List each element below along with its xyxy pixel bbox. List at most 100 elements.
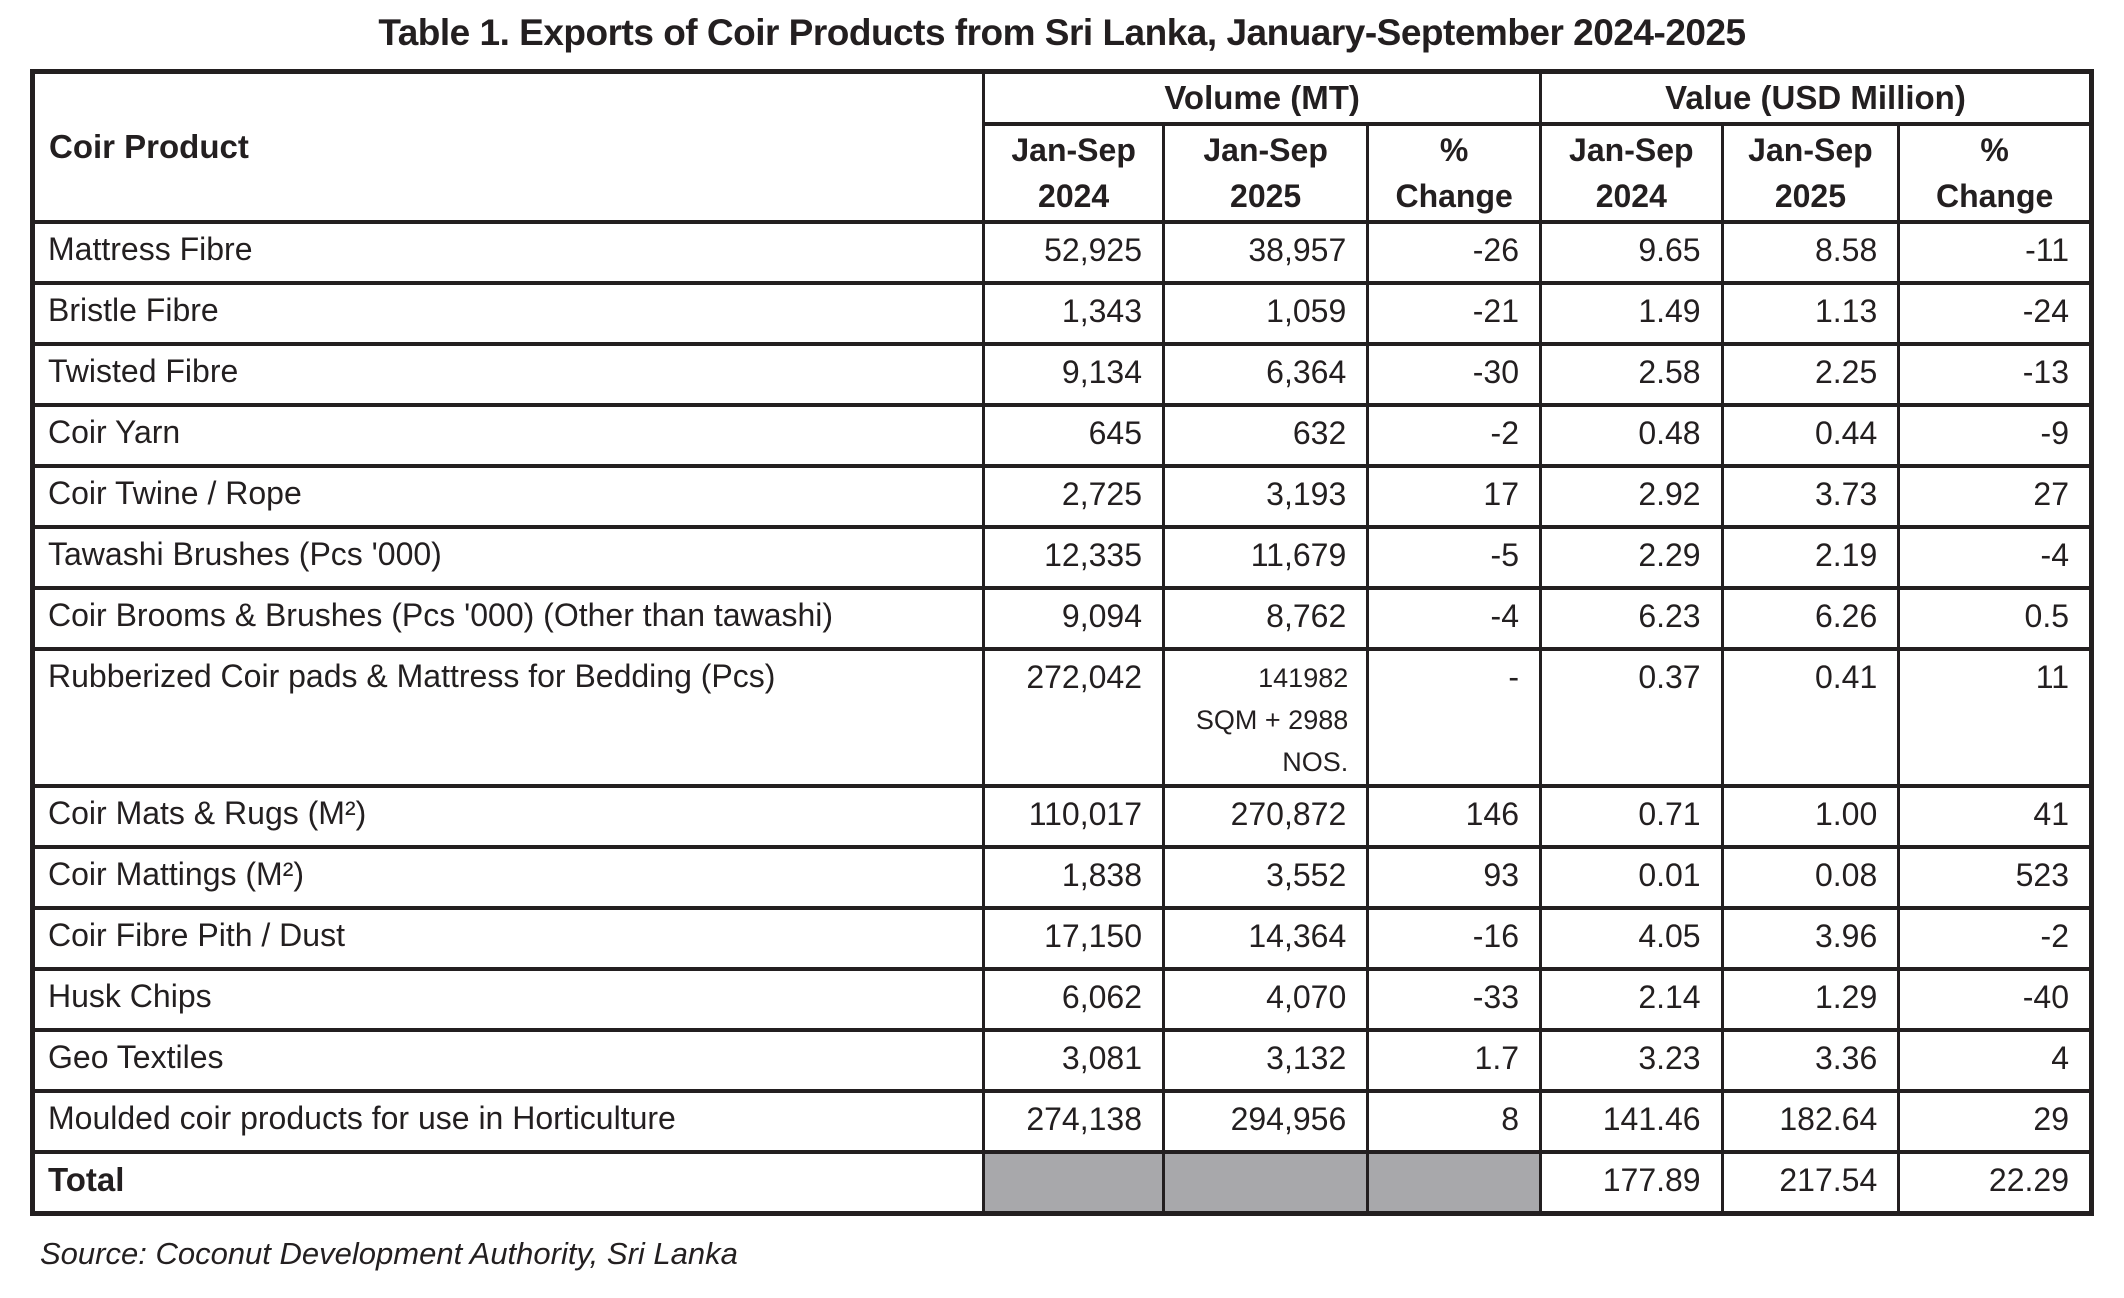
- val-2025-cell: 8.58: [1720, 220, 1901, 286]
- vol-change-cell: 93: [1366, 844, 1542, 910]
- vol-2025-cell: 1,059: [1161, 281, 1370, 347]
- value-jan-sep-2025-header: Jan-Sep 2025: [1720, 121, 1901, 225]
- table-row: Bristle Fibre 1,343 1,059 -21 1.49 1.13 -24: [30, 281, 2093, 347]
- val-2024-cell: 0.37: [1539, 647, 1724, 788]
- table-row: Coir Mattings (M²) 1,838 3,552 93 0.01 0.08 52…: [30, 844, 2093, 910]
- vol-2024-cell: 272,042: [982, 647, 1165, 788]
- val-2024-cell: 2.58: [1539, 342, 1724, 408]
- val-2025-cell: 182.64: [1720, 1088, 1901, 1154]
- val-2024-cell: 9.65: [1539, 220, 1724, 286]
- val-2024-cell: 141.46: [1539, 1088, 1724, 1154]
- val-change-cell: -4: [1897, 525, 2093, 591]
- product-cell: Coir Fibre Pith / Dust: [30, 905, 986, 971]
- value-jan-sep-2024-header: Jan-Sep 2024: [1539, 121, 1724, 225]
- table-row: Moulded coir products for use in Horticu…: [30, 1088, 2093, 1154]
- volume-percent-change-header: % Change: [1366, 121, 1542, 225]
- val-2025-cell: 1.29: [1720, 966, 1901, 1032]
- val-2025-cell: 0.41: [1720, 647, 1901, 788]
- table-row: Twisted Fibre 9,134 6,364 -30 2.58 2.25 -13: [30, 342, 2093, 408]
- vol-2025-cell: 6,364: [1161, 342, 1370, 408]
- table-row: Coir Fibre Pith / Dust 17,150 14,364 -16 4.0…: [30, 905, 2093, 971]
- val-2024-cell: 4.05: [1539, 905, 1724, 971]
- product-cell: Twisted Fibre: [30, 342, 986, 408]
- val-2025-cell: 1.13: [1720, 281, 1901, 347]
- val-2025-cell: 0.08: [1720, 844, 1901, 910]
- val-2025-cell: 1.00: [1720, 783, 1901, 849]
- val-2025-cell: 0.44: [1720, 403, 1901, 469]
- val-2024-cell: 3.23: [1539, 1027, 1724, 1093]
- val-2025-cell: 6.26: [1720, 586, 1901, 652]
- value-percent-change-header: % Change: [1897, 121, 2093, 225]
- vol-2025-cell: 3,552: [1161, 844, 1370, 910]
- coir-product-column-header: Coir Product: [30, 69, 986, 225]
- val-2024-cell: 2.29: [1539, 525, 1724, 591]
- vol-change-cell: 8: [1366, 1088, 1542, 1154]
- coir-exports-table: Coir Product Volume (MT) Value (USD Mill…: [30, 69, 2094, 1217]
- product-cell: Coir Yarn: [30, 403, 986, 469]
- val-2024-cell: 0.01: [1539, 844, 1724, 910]
- val-2025-cell: 3.36: [1720, 1027, 1901, 1093]
- val-2024-cell: 1.49: [1539, 281, 1724, 347]
- vol-2024-cell: 12,335: [982, 525, 1165, 591]
- vol-2025-cell: 3,132: [1161, 1027, 1370, 1093]
- vol-2024-cell: 274,138: [982, 1088, 1165, 1154]
- vol-2024-cell: 17,150: [982, 905, 1165, 971]
- val-change-cell: -9: [1897, 403, 2093, 469]
- total-label-cell: Total: [30, 1149, 986, 1216]
- total-volume-2024-shaded-cell: [982, 1149, 1165, 1216]
- vol-2024-cell: 3,081: [982, 1027, 1165, 1093]
- vol-change-cell: 17: [1366, 464, 1542, 530]
- value-group-header: Value (USD Million): [1539, 69, 2093, 126]
- vol-change-cell: -30: [1366, 342, 1542, 408]
- val-change-cell: 4: [1897, 1027, 2093, 1093]
- vol-2025-cell: 11,679: [1161, 525, 1370, 591]
- val-change-cell: 27: [1897, 464, 2093, 530]
- val-2025-cell: 3.96: [1720, 905, 1901, 971]
- volume-group-header: Volume (MT): [982, 69, 1542, 126]
- table-row: Rubberized Coir pads & Mattress for Bedd…: [30, 647, 2093, 788]
- vol-2024-cell: 110,017: [982, 783, 1165, 849]
- val-2024-cell: 6.23: [1539, 586, 1724, 652]
- vol-2024-cell: 2,725: [982, 464, 1165, 530]
- val-change-cell: 11: [1897, 647, 2093, 788]
- product-cell: Tawashi Brushes (Pcs '000): [30, 525, 986, 591]
- vol-change-cell: 146: [1366, 783, 1542, 849]
- val-2025-cell: 2.19: [1720, 525, 1901, 591]
- vol-change-cell: -4: [1366, 586, 1542, 652]
- val-2024-cell: 0.48: [1539, 403, 1724, 469]
- val-2025-cell: 2.25: [1720, 342, 1901, 408]
- vol-2024-cell: 6,062: [982, 966, 1165, 1032]
- volume-jan-sep-2025-header: Jan-Sep 2025: [1161, 121, 1370, 225]
- product-cell: Bristle Fibre: [30, 281, 986, 347]
- vol-change-cell: 1.7: [1366, 1027, 1542, 1093]
- vol-2025-cell: 632: [1161, 403, 1370, 469]
- table-row: Tawashi Brushes (Pcs '000) 12,335 11,679 -5…: [30, 525, 2093, 591]
- vol-2024-cell: 52,925: [982, 220, 1165, 286]
- product-cell: Coir Twine / Rope: [30, 464, 986, 530]
- vol-2025-cell: 294,956: [1161, 1088, 1370, 1154]
- val-change-cell: 523: [1897, 844, 2093, 910]
- vol-2025-cell: 38,957: [1161, 220, 1370, 286]
- product-cell: Moulded coir products for use in Horticu…: [30, 1088, 986, 1154]
- total-volume-2025-shaded-cell: [1161, 1149, 1370, 1216]
- vol-change-cell: -33: [1366, 966, 1542, 1032]
- vol-2024-cell: 1,838: [982, 844, 1165, 910]
- vol-change-cell: -16: [1366, 905, 1542, 971]
- table-row: Coir Twine / Rope 2,725 3,193 17 2.92 3.73 27: [30, 464, 2093, 530]
- product-cell: Coir Mattings (M²): [30, 844, 986, 910]
- vol-change-cell: -21: [1366, 281, 1542, 347]
- vol-2024-cell: 1,343: [982, 281, 1165, 347]
- table-row: Coir Mats & Rugs (M²) 110,017 270,872 146 0.…: [30, 783, 2093, 849]
- val-change-cell: 41: [1897, 783, 2093, 849]
- total-row: Total 177.89 217.54 22.29: [30, 1149, 2093, 1216]
- vol-2025-cell: 4,070: [1161, 966, 1370, 1032]
- product-cell: Coir Mats & Rugs (M²): [30, 783, 986, 849]
- table-title: Table 1. Exports of Coir Products from S…: [378, 12, 1746, 53]
- val-change-cell: 29: [1897, 1088, 2093, 1154]
- group-header-row: Coir Product Volume (MT) Value (USD Mill…: [30, 69, 2093, 225]
- product-cell: Mattress Fibre: [30, 220, 986, 286]
- vol-2024-cell: 9,094: [982, 586, 1165, 652]
- volume-jan-sep-2024-header: Jan-Sep 2024: [982, 121, 1165, 225]
- vol-change-cell: -5: [1366, 525, 1542, 591]
- val-change-cell: -40: [1897, 966, 2093, 1032]
